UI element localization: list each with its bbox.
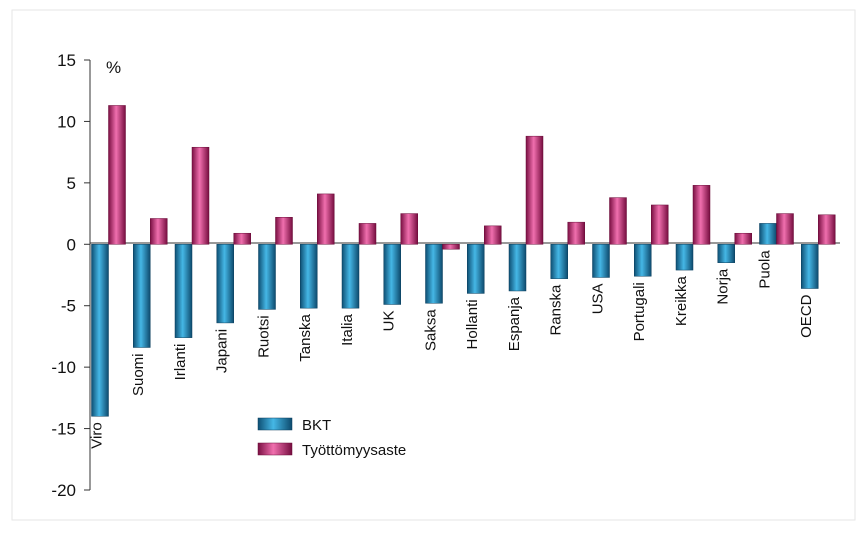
bar-tyottomyysaste-2 <box>191 146 210 245</box>
bar-tyottomyysaste-7 <box>400 213 418 245</box>
category-label: Irlanti <box>172 344 189 381</box>
bar-bkt-16 <box>759 223 777 245</box>
category-label: Espanja <box>506 296 523 351</box>
y-tick-label: 0 <box>67 235 76 254</box>
bar-tyottomyysaste-4 <box>275 217 293 245</box>
bar-tyottomyysaste-10 <box>525 135 544 245</box>
bar-bkt-6 <box>341 244 360 309</box>
bar-bkt-0 <box>91 244 109 417</box>
bar-bkt-10 <box>508 244 527 292</box>
bar-bkt-3 <box>216 244 234 324</box>
category-label: Viro <box>89 422 106 448</box>
bar-bkt-8 <box>425 244 443 304</box>
y-tick-label: 15 <box>57 51 76 70</box>
bar-bkt-5 <box>300 244 318 309</box>
chart-border <box>11 9 856 521</box>
y-tick-label: 5 <box>67 174 76 193</box>
category-label: Portugali <box>631 282 648 341</box>
category-label: Tanska <box>297 314 314 362</box>
bar-bkt-15 <box>717 244 735 263</box>
category-label: Puola <box>757 250 774 289</box>
bar-tyottomyysaste-3 <box>233 232 251 245</box>
category-label: Norja <box>715 268 732 305</box>
bar-bkt-9 <box>467 244 485 294</box>
category-label: Kreikka <box>673 275 690 326</box>
legend-swatch-tyottomyysaste <box>257 442 293 456</box>
bar-tyottomyysaste-8 <box>442 244 460 250</box>
category-label: Italia <box>339 314 356 346</box>
bar-tyottomyysaste-16 <box>776 213 794 245</box>
bar-bkt-14 <box>675 244 694 271</box>
bar-tyottomyysaste-12 <box>609 197 627 245</box>
bar-bkt-2 <box>174 244 193 338</box>
category-label: UK <box>381 310 398 331</box>
bar-bkt-11 <box>550 244 568 279</box>
legend-swatch-bkt <box>257 417 293 431</box>
bar-tyottomyysaste-15 <box>734 232 752 245</box>
y-tick-label: -10 <box>51 358 76 377</box>
legend-label: Työttömyysaste <box>302 442 406 459</box>
bar-tyottomyysaste-5 <box>317 193 335 245</box>
y-tick-label: -20 <box>51 481 76 500</box>
bar-tyottomyysaste-9 <box>484 225 502 245</box>
bar-bkt-13 <box>634 244 652 277</box>
bar-tyottomyysaste-11 <box>567 221 585 245</box>
y-axis-unit-label: % <box>106 58 121 77</box>
category-label: Ruotsi <box>256 315 273 358</box>
bar-tyottomyysaste-13 <box>651 204 669 245</box>
category-label: USA <box>590 283 607 314</box>
category-label: Ranska <box>548 284 565 336</box>
y-tick-label: -15 <box>51 420 76 439</box>
y-tick-label: 10 <box>57 112 76 131</box>
y-tick-label: -5 <box>61 297 76 316</box>
legend: BKT Työttömyysaste <box>257 417 406 459</box>
category-label: Saksa <box>423 309 440 351</box>
legend-label: BKT <box>302 417 331 434</box>
bars-group <box>91 105 836 417</box>
category-label: Japani <box>214 329 231 373</box>
category-label: Suomi <box>130 353 147 396</box>
bar-tyottomyysaste-14 <box>692 185 711 245</box>
bar-bkt-12 <box>592 244 610 278</box>
bar-bkt-4 <box>258 244 276 310</box>
bar-tyottomyysaste-0 <box>108 105 126 245</box>
bar-bkt-7 <box>383 244 401 305</box>
bar-tyottomyysaste-17 <box>818 214 836 245</box>
bar-tyottomyysaste-1 <box>150 218 168 245</box>
y-axis-ticks: 15 10 5 0 -5 -10 -15 -20 <box>51 51 90 500</box>
bar-tyottomyysaste-6 <box>358 223 377 245</box>
category-labels: Viro Suomi Irlanti Japani Ruotsi Tanska Italia… <box>89 250 816 449</box>
category-label: OECD <box>798 294 815 338</box>
bar-bkt-1 <box>133 244 151 348</box>
category-label: Hollanti <box>464 299 481 349</box>
bar-bkt-17 <box>801 244 819 289</box>
